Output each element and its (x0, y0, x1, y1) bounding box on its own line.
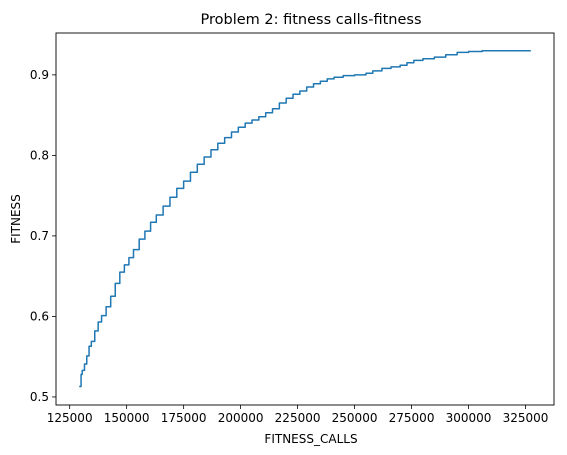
x-tick-label: 200000 (218, 411, 264, 425)
x-axis-label: FITNESS_CALLS (264, 432, 357, 446)
axes-frame (55, 32, 555, 406)
x-tick-label: 250000 (332, 411, 378, 425)
series-line-1 (79, 49, 531, 388)
plot-area (79, 49, 531, 388)
x-tick-label: 150000 (104, 411, 150, 425)
y-tick-label: 0.7 (30, 229, 49, 243)
y-tick-label: 0.8 (30, 148, 49, 162)
x-axis-ticks: 125000 150000 175000 200000 225000 250000 2750… (47, 405, 549, 425)
x-tick-label: 300000 (446, 411, 492, 425)
y-axis-ticks: 0.5 0.6 0.7 0.8 0.9 (30, 68, 56, 404)
x-tick-label: 275000 (389, 411, 435, 425)
y-axis-label: FITNESS (9, 194, 23, 244)
chart-title: Problem 2: fitness calls-fitness (201, 12, 422, 28)
x-tick-label: 325000 (503, 411, 549, 425)
x-tick-label: 125000 (47, 411, 93, 425)
y-tick-label: 0.5 (30, 390, 49, 404)
x-tick-label: 175000 (161, 411, 207, 425)
y-tick-label: 0.6 (30, 309, 49, 323)
x-tick-label: 225000 (275, 411, 321, 425)
y-tick-label: 0.9 (30, 68, 49, 82)
